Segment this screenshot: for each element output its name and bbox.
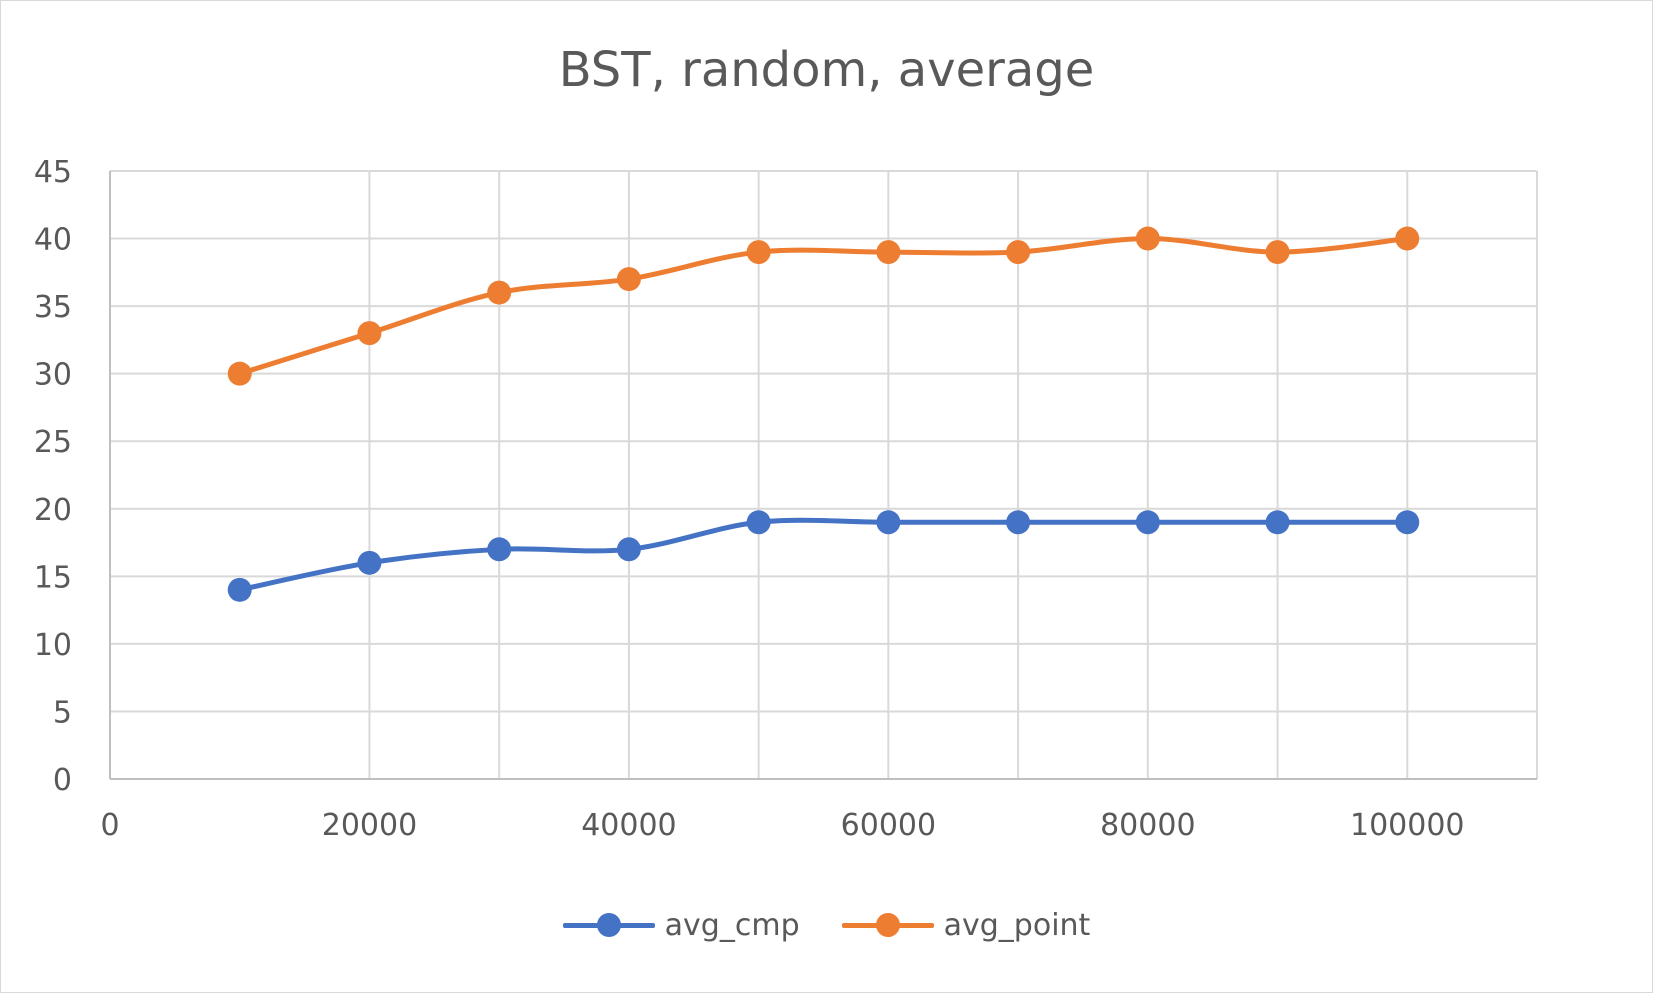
data-point-avg-cmp	[487, 537, 512, 562]
data-point-avg-point	[746, 240, 771, 265]
y-tick-label: 25	[34, 425, 72, 460]
y-tick-label: 30	[34, 358, 72, 393]
gridlines	[110, 170, 1538, 779]
data-point-avg-cmp	[1395, 510, 1420, 535]
data-point-avg-cmp	[1135, 510, 1160, 535]
data-point-avg-point	[876, 240, 901, 265]
y-tick-label: 40	[34, 223, 72, 258]
axes	[109, 171, 1537, 780]
x-tick-label: 80000	[1100, 808, 1195, 843]
series-lines	[237, 236, 1410, 593]
legend: avg_cmp avg_point	[0, 900, 1653, 950]
data-point-avg-cmp	[746, 510, 771, 535]
data-point-avg-cmp	[616, 537, 641, 562]
data-point-avg-point	[1135, 226, 1160, 251]
data-point-avg-point	[1395, 226, 1420, 251]
x-tick-label: 20000	[322, 808, 417, 843]
legend-label-avg-cmp: avg_cmp	[664, 907, 800, 943]
data-point-avg-point	[487, 280, 512, 305]
y-tick-label: 0	[53, 763, 72, 798]
y-tick-label: 45	[34, 155, 72, 190]
data-point-avg-cmp	[1265, 510, 1290, 535]
x-tick-label: 0	[100, 808, 119, 843]
data-point-avg-point	[616, 267, 641, 292]
data-point-avg-cmp	[1006, 510, 1031, 535]
x-tick-label: 100000	[1350, 808, 1465, 843]
legend-dot-avg-point	[875, 913, 900, 937]
tick-labels: 0 5 10 15 20 25 30 35 40 45 0 20000 40000 60000 80000 1…	[34, 155, 1465, 843]
y-tick-label: 10	[34, 628, 72, 663]
legend-dot-avg-cmp	[596, 913, 621, 937]
legend-marker-avg-point	[841, 912, 934, 938]
series-line-avg-cmp	[237, 517, 1410, 593]
x-tick-label: 60000	[841, 808, 936, 843]
y-tick-label: 35	[34, 290, 72, 325]
y-tick-label: 20	[34, 493, 72, 528]
data-point-avg-cmp	[227, 577, 252, 602]
legend-item-avg-point: avg_point	[841, 907, 1091, 943]
series-line-avg-point	[237, 236, 1410, 377]
y-tick-label: 15	[34, 560, 72, 595]
legend-item-avg-cmp: avg_cmp	[562, 907, 800, 943]
data-point-avg-point	[357, 321, 382, 346]
data-point-avg-point	[227, 361, 252, 386]
legend-marker-avg-cmp	[562, 912, 655, 938]
x-tick-label: 40000	[581, 808, 676, 843]
legend-label-avg-point: avg_point	[943, 907, 1091, 943]
data-point-avg-cmp	[357, 550, 382, 575]
data-point-avg-point	[1006, 240, 1031, 265]
data-point-avg-cmp	[876, 510, 901, 535]
data-point-avg-point	[1265, 240, 1290, 265]
series-points	[227, 226, 1420, 602]
chart-title: BST, random, average	[558, 42, 1095, 98]
y-tick-label: 5	[53, 695, 72, 730]
